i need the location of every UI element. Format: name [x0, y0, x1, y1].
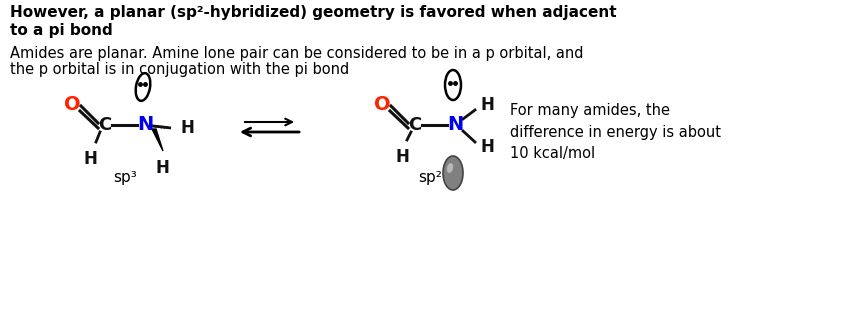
Text: H: H — [83, 150, 97, 168]
Text: H: H — [180, 119, 194, 137]
Text: to a pi bond: to a pi bond — [10, 23, 113, 38]
Text: H: H — [481, 138, 495, 156]
Ellipse shape — [443, 156, 463, 190]
Text: C: C — [409, 116, 421, 134]
Text: For many amides, the
difference in energy is about
10 kcal/mol: For many amides, the difference in energ… — [510, 103, 721, 161]
Text: sp²: sp² — [418, 170, 442, 185]
Text: N: N — [137, 115, 153, 135]
Text: C: C — [98, 116, 112, 134]
Text: However, a planar (sp²-hybridized) geometry is favored when adjacent: However, a planar (sp²-hybridized) geome… — [10, 5, 617, 20]
Text: H: H — [155, 159, 169, 177]
Text: the p orbital is in conjugation with the pi bond: the p orbital is in conjugation with the… — [10, 62, 349, 77]
Ellipse shape — [447, 163, 453, 173]
Text: N: N — [447, 115, 463, 135]
Text: sp³: sp³ — [113, 170, 137, 185]
Text: O: O — [63, 94, 80, 114]
Text: H: H — [395, 148, 409, 166]
Text: O: O — [374, 94, 390, 114]
Text: Amides are planar. Amine lone pair can be considered to be in a p orbital, and: Amides are planar. Amine lone pair can b… — [10, 46, 584, 61]
Polygon shape — [152, 129, 163, 151]
Text: H: H — [481, 96, 495, 114]
